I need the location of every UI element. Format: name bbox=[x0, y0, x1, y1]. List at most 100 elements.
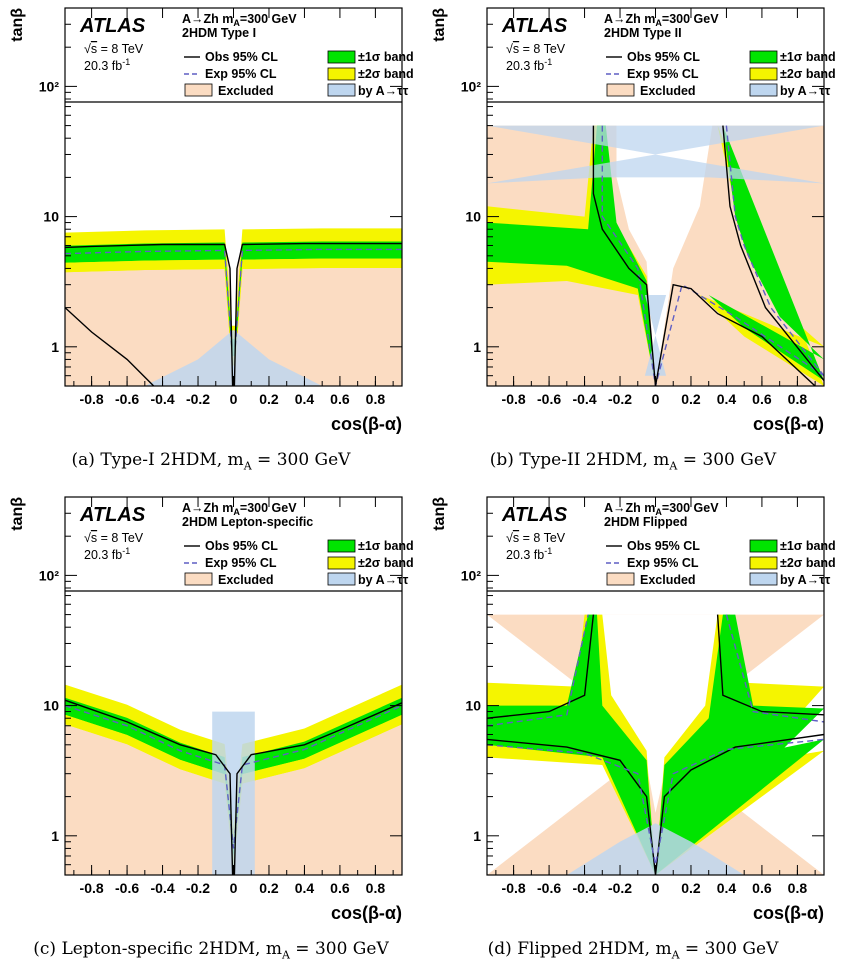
legend-atautau-label: by A→ττ bbox=[358, 573, 409, 587]
x-tick-label: -0.8 bbox=[80, 880, 104, 896]
x-tick-label: 0 bbox=[652, 391, 660, 407]
atautau-region bbox=[566, 823, 745, 875]
model-label: 2HDM Type II bbox=[604, 26, 682, 40]
lumi-label: 20.3 fb-1 bbox=[84, 57, 130, 73]
excluded-region bbox=[65, 243, 402, 386]
legend-obs-label: Obs 95% CL bbox=[205, 539, 278, 553]
x-tick-label: 0.8 bbox=[366, 391, 386, 407]
plot-area bbox=[65, 228, 402, 386]
legend-obs-label: Obs 95% CL bbox=[627, 539, 700, 553]
observed-limit-line bbox=[592, 125, 816, 386]
legend-band1-swatch bbox=[327, 539, 356, 553]
x-tick-label: 0 bbox=[652, 880, 660, 896]
x-tick-label: 0.4 bbox=[717, 391, 737, 407]
expected-limit-line bbox=[601, 125, 824, 386]
legend-exp-label: Exp 95% CL bbox=[205, 556, 277, 570]
expected-limit-line bbox=[65, 248, 402, 348]
one-sigma-band-right bbox=[708, 125, 824, 381]
legend-band1-label: ±1σ band bbox=[780, 50, 836, 64]
x-tick-label: -0.2 bbox=[608, 880, 632, 896]
legend-band2-swatch bbox=[749, 67, 778, 81]
y-tick-label: 1 bbox=[473, 828, 481, 844]
atautau-region bbox=[212, 711, 255, 875]
x-tick-label: 0.4 bbox=[295, 880, 315, 896]
lumi-label: 20.3 fb-1 bbox=[84, 546, 130, 562]
chart-svg: -0.8 -0.6 -0.4 -0.2 0 0.2 0.4 0.6 0.8 1 10 10² cos(β… bbox=[9, 496, 414, 923]
legend-band2-label: ±2σ band bbox=[780, 67, 836, 81]
legend-excluded-swatch bbox=[606, 83, 635, 97]
process-label: A→Zh mA=300 GeV bbox=[604, 12, 719, 28]
process-label: A→Zh mA=300 GeV bbox=[182, 501, 297, 517]
x-tick-label: 0.4 bbox=[295, 391, 315, 407]
x-tick-label: -0.4 bbox=[150, 880, 174, 896]
legend-band2-swatch bbox=[327, 67, 356, 81]
legend-atautau-swatch bbox=[327, 572, 356, 586]
one-sigma-band bbox=[487, 614, 656, 875]
legend-band1-label: ±1σ band bbox=[358, 539, 414, 553]
legend-band2-label: ±2σ band bbox=[358, 67, 414, 81]
y-axis-label: tanβ bbox=[431, 8, 448, 42]
x-tick-label: 0 bbox=[230, 880, 238, 896]
x-tick-label: 0.8 bbox=[788, 880, 808, 896]
allowed-region bbox=[616, 125, 713, 386]
y-axis-label: tanβ bbox=[9, 8, 26, 42]
x-tick-label: -0.2 bbox=[186, 880, 210, 896]
x-tick-label: 0.8 bbox=[366, 880, 386, 896]
legend-band2-swatch bbox=[327, 556, 356, 570]
legend-band1-swatch bbox=[327, 50, 356, 64]
expected-limit-line-right bbox=[725, 614, 824, 723]
x-tick-label: -0.4 bbox=[150, 391, 174, 407]
x-tick-label: 0 bbox=[230, 391, 238, 407]
legend-band1-swatch bbox=[749, 50, 778, 64]
legend-obs-label: Obs 95% CL bbox=[205, 50, 278, 64]
model-label: 2HDM Type I bbox=[182, 26, 256, 40]
legend-band2-label: ±2σ band bbox=[358, 556, 414, 570]
legend-excluded-swatch bbox=[606, 572, 635, 586]
expected-limit-line-left bbox=[487, 614, 589, 727]
chart-svg: -0.8 -0.6 -0.4 -0.2 0 0.2 0.4 0.6 0.8 1 10 10² cos(β… bbox=[431, 496, 836, 923]
atautau-region bbox=[144, 329, 323, 386]
x-tick-label: 0.2 bbox=[259, 391, 279, 407]
x-axis-label: cos(β-α) bbox=[331, 414, 402, 434]
atlas-label: ATLAS bbox=[79, 504, 146, 526]
expected-limit-line-right bbox=[725, 125, 824, 377]
observed-limit-line bbox=[65, 242, 402, 386]
x-tick-label: -0.2 bbox=[608, 391, 632, 407]
x-tick-label: 0.4 bbox=[717, 880, 737, 896]
model-label: 2HDM Flipped bbox=[604, 515, 687, 529]
legend-obs-label: Obs 95% CL bbox=[627, 50, 700, 64]
observed-limit-line-right bbox=[716, 614, 824, 716]
atlas-label: ATLAS bbox=[501, 15, 568, 37]
lumi-label: 20.3 fb-1 bbox=[506, 546, 552, 562]
x-tick-label: 0.6 bbox=[330, 880, 350, 896]
process-label: A→Zh mA=300 GeV bbox=[604, 501, 719, 517]
legend-atautau-swatch bbox=[749, 83, 778, 97]
y-axis-label: tanβ bbox=[431, 497, 448, 531]
plot-area bbox=[487, 125, 824, 386]
atlas-label: ATLAS bbox=[79, 15, 146, 37]
chart-panel-1: -0.8 -0.6 -0.4 -0.2 0 0.2 0.4 0.6 0.8 1 10 10² cos(β… bbox=[0, 0, 422, 489]
chart-panel-4: -0.8 -0.6 -0.4 -0.2 0 0.2 0.4 0.6 0.8 1 10 10² cos(β… bbox=[422, 489, 844, 978]
one-sigma-band bbox=[65, 697, 402, 858]
allowed-region bbox=[593, 614, 727, 813]
x-tick-label: -0.8 bbox=[502, 391, 526, 407]
legend-exp-label: Exp 95% CL bbox=[205, 67, 277, 81]
legend-atautau-label: by A→ττ bbox=[780, 84, 831, 98]
y-tick-label: 10 bbox=[465, 209, 481, 225]
x-tick-label: -0.4 bbox=[572, 880, 596, 896]
x-tick-label: 0.6 bbox=[330, 391, 350, 407]
model-label: 2HDM Lepton-specific bbox=[182, 515, 313, 529]
legend-excluded-label: Excluded bbox=[640, 573, 696, 587]
chart-svg: -0.8 -0.6 -0.4 -0.2 0 0.2 0.4 0.6 0.8 1 10 10² cos(β… bbox=[431, 7, 836, 434]
y-tick-label: 10² bbox=[39, 567, 60, 583]
legend-excluded-label: Excluded bbox=[218, 84, 274, 98]
legend-excluded-label: Excluded bbox=[218, 573, 274, 587]
legend-band2-label: ±2σ band bbox=[780, 556, 836, 570]
panel-caption: (a) Type-I 2HDM, mA = 300 GeV bbox=[71, 450, 351, 473]
legend-atautau-swatch bbox=[327, 83, 356, 97]
two-sigma-band-lower bbox=[65, 258, 402, 366]
y-tick-label: 1 bbox=[51, 828, 59, 844]
legend: Obs 95% CL Exp 95% CL Excluded ±1σ band ±2σ … bbox=[606, 539, 836, 587]
legend-band1-swatch bbox=[749, 539, 778, 553]
